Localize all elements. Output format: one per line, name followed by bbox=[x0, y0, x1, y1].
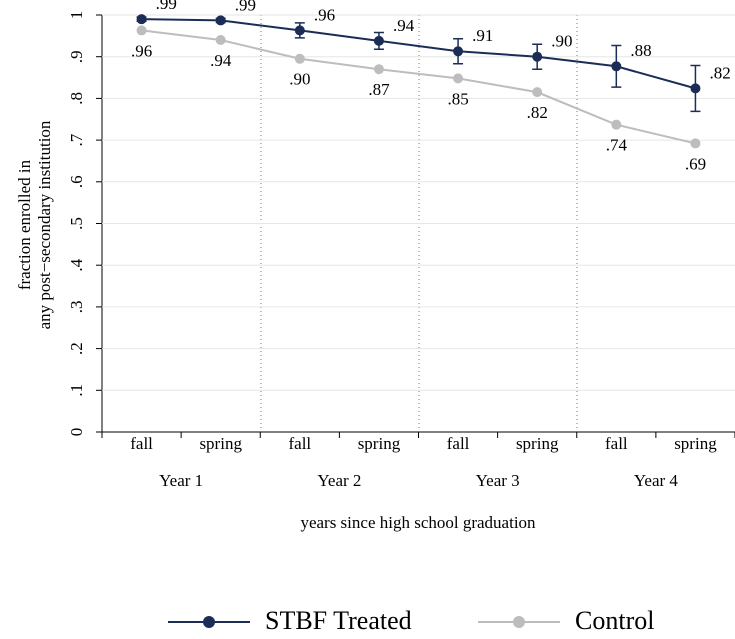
x-tick-label: spring bbox=[516, 434, 559, 453]
point bbox=[136, 25, 147, 36]
legend-marker bbox=[203, 616, 215, 628]
y-tick-label: .6 bbox=[67, 175, 86, 188]
series-line bbox=[141, 29, 696, 145]
value-label: .91 bbox=[472, 26, 493, 45]
group-label: Year 2 bbox=[317, 471, 361, 490]
point bbox=[690, 138, 701, 149]
legend-label: Control bbox=[575, 606, 654, 635]
value-label: .69 bbox=[685, 154, 706, 173]
point bbox=[690, 83, 701, 94]
value-label: .90 bbox=[289, 70, 310, 89]
point bbox=[611, 61, 622, 72]
point bbox=[611, 119, 622, 130]
y-tick-label: .1 bbox=[67, 384, 86, 397]
value-label: .82 bbox=[527, 103, 548, 122]
value-label: .90 bbox=[551, 32, 572, 51]
x-tick-label: fall bbox=[447, 434, 470, 453]
value-label: .87 bbox=[368, 80, 390, 99]
y-tick-label: .8 bbox=[67, 92, 86, 105]
value-label: .96 bbox=[314, 5, 335, 24]
point bbox=[136, 14, 147, 25]
point bbox=[373, 64, 384, 75]
point bbox=[453, 73, 464, 84]
y-tick-label: .2 bbox=[67, 342, 86, 355]
group-label: Year 1 bbox=[159, 471, 203, 490]
value-label: .85 bbox=[447, 89, 468, 108]
legend-label: STBF Treated bbox=[265, 606, 412, 635]
series-line bbox=[141, 18, 696, 90]
value-label: .99 bbox=[156, 0, 177, 13]
legend-marker bbox=[513, 616, 525, 628]
value-label: .82 bbox=[709, 63, 730, 82]
value-label: .99 bbox=[235, 0, 256, 14]
y-tick-label: .5 bbox=[67, 217, 86, 230]
y-axis-title: fraction enrolled in bbox=[15, 159, 34, 290]
value-label: .74 bbox=[606, 136, 628, 155]
point bbox=[532, 87, 543, 98]
x-axis-title: years since high school graduation bbox=[300, 513, 536, 532]
x-tick-label: spring bbox=[358, 434, 401, 453]
y-tick-label: .3 bbox=[67, 301, 86, 314]
point bbox=[215, 15, 226, 26]
y-tick-label: .9 bbox=[67, 50, 86, 63]
group-label: Year 3 bbox=[476, 471, 520, 490]
y-tick-label: .4 bbox=[67, 258, 86, 271]
y-tick-label: 0 bbox=[67, 428, 86, 437]
point bbox=[294, 25, 305, 36]
x-tick-label: fall bbox=[605, 434, 628, 453]
y-tick-label: .7 bbox=[67, 133, 86, 146]
point bbox=[215, 35, 226, 46]
value-label: .88 bbox=[630, 41, 651, 60]
x-tick-label: fall bbox=[288, 434, 311, 453]
point bbox=[453, 46, 464, 57]
point bbox=[532, 51, 543, 62]
point bbox=[294, 53, 305, 64]
point bbox=[373, 35, 384, 46]
value-label: .96 bbox=[131, 41, 152, 60]
value-label: .94 bbox=[393, 16, 415, 35]
y-axis-title: any post−secondary institution bbox=[35, 120, 54, 329]
y-tick-label: 1 bbox=[67, 11, 86, 20]
x-tick-label: fall bbox=[130, 434, 153, 453]
value-label: .94 bbox=[210, 51, 232, 70]
group-label: Year 4 bbox=[634, 471, 679, 490]
x-tick-label: spring bbox=[674, 434, 717, 453]
x-tick-label: spring bbox=[199, 434, 242, 453]
